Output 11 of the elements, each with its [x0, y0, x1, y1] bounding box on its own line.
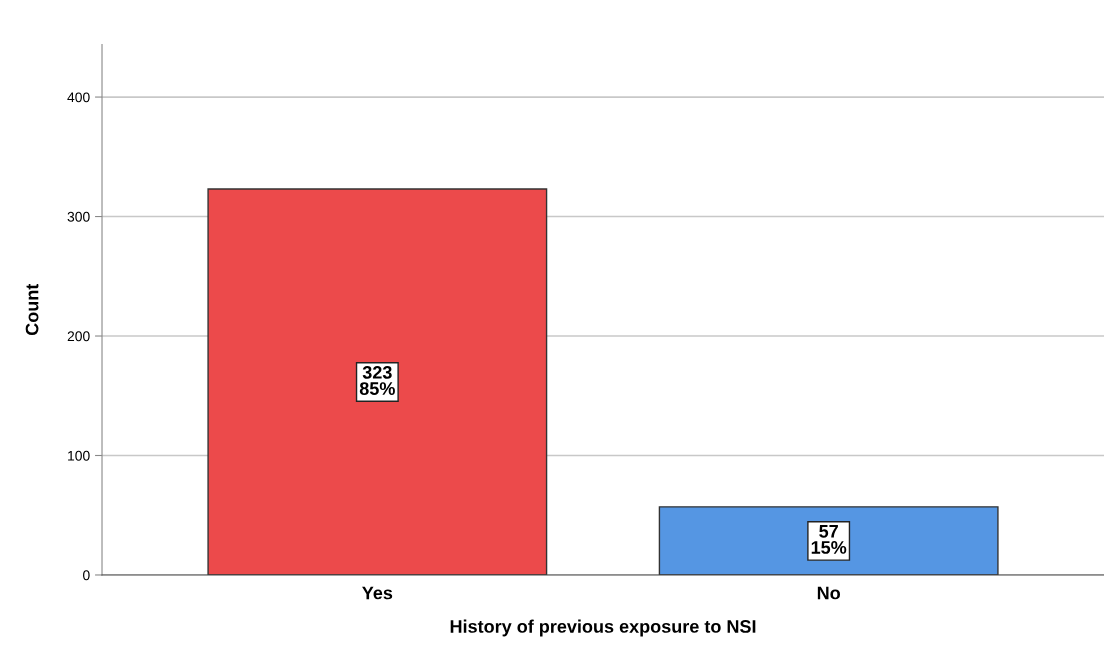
- x-tick-label: No: [817, 586, 841, 600]
- y-tick-label: 0: [83, 570, 90, 581]
- y-tick-label: 200: [67, 331, 90, 342]
- x-tick-label: Yes: [362, 586, 393, 600]
- y-tick-label: 100: [68, 450, 90, 461]
- y-tick-label: 400: [67, 92, 90, 103]
- y-axis-title: Count: [25, 283, 39, 336]
- data-label: 323 85%: [359, 365, 395, 395]
- y-tick-label: 300: [67, 211, 90, 222]
- x-axis-title: History of previous exposure to NSI: [450, 619, 756, 637]
- data-label: 57 15%: [811, 525, 847, 554]
